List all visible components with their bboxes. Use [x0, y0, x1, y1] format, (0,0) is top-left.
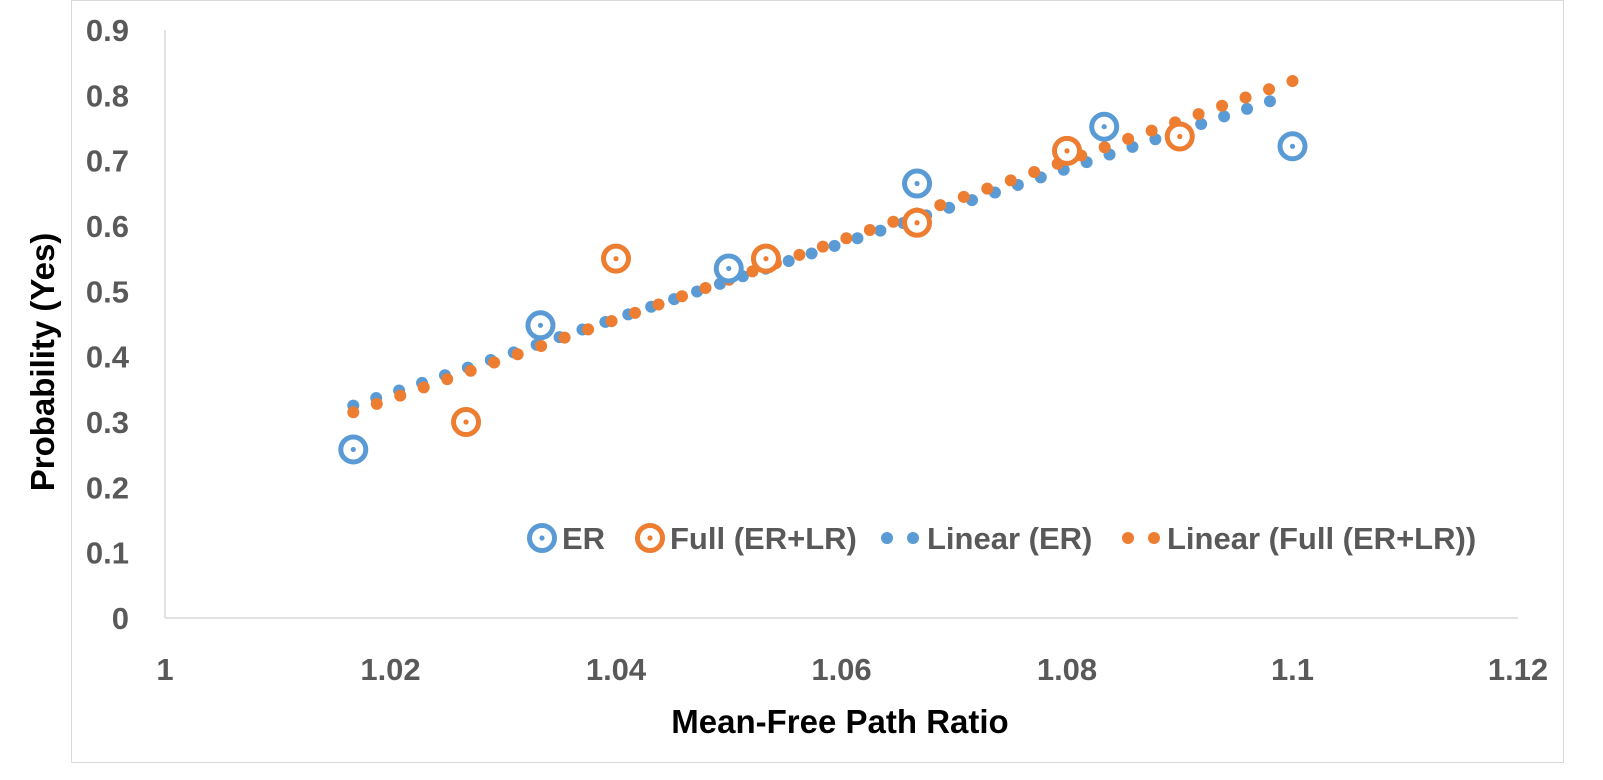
trendline-dot	[851, 232, 864, 245]
legend-marker	[1122, 532, 1160, 544]
x-tick-label: 1	[156, 652, 173, 687]
trendline-dot	[511, 348, 524, 361]
trendline-dot	[1263, 95, 1276, 108]
legend-label: ER	[562, 521, 605, 556]
ring-series	[451, 121, 1195, 437]
data-point	[713, 253, 744, 284]
data-point	[1089, 111, 1120, 142]
trendline-dot	[828, 239, 841, 252]
y-tick-label: 0.3	[86, 405, 129, 440]
y-tick-label: 0.6	[86, 209, 129, 244]
data-point	[1052, 135, 1082, 166]
trendline-dot	[981, 182, 994, 195]
trendline-dot	[488, 356, 501, 369]
y-tick-label: 0.7	[86, 144, 129, 179]
data-point	[451, 407, 482, 437]
x-tick-label: 1.04	[586, 652, 647, 687]
trendline-dot	[934, 199, 947, 212]
trendline-dot	[1122, 132, 1135, 145]
x-tick-label: 1.1	[1271, 652, 1314, 687]
trendline-dot	[1028, 166, 1041, 179]
trendline-dot	[1004, 174, 1017, 187]
trendline-dot	[887, 215, 900, 228]
trendline-dot	[652, 298, 665, 311]
y-tick-label: 0.8	[86, 78, 129, 113]
data-point	[1277, 131, 1308, 162]
x-tick-label: 1.02	[360, 652, 420, 687]
axes	[164, 30, 1518, 619]
trendline-dot	[605, 315, 618, 328]
chart-area	[71, 0, 1564, 763]
legend-marker	[635, 523, 665, 553]
trendline-dot	[370, 397, 383, 410]
legend-item: Linear (ER)	[881, 521, 1092, 556]
trendline-dot	[957, 190, 970, 203]
data-point	[750, 243, 781, 274]
data-point	[902, 168, 933, 199]
trendline-dot	[558, 331, 571, 344]
x-axis-title: Mean-Free Path Ratio	[671, 703, 1008, 740]
trendline-dot	[394, 389, 407, 402]
trendline-dot	[1216, 99, 1229, 112]
y-tick-label: 0.1	[86, 536, 129, 571]
y-axis-title: Probability (Yes)	[24, 233, 61, 492]
trendline-dot	[535, 339, 548, 352]
legend-label: Full (ER+LR)	[670, 521, 857, 556]
trendline-dot	[863, 224, 876, 237]
legend-item: Full (ER+LR)	[635, 521, 857, 556]
trendline-dot	[676, 290, 689, 303]
ring-series	[338, 111, 1308, 465]
data-point	[902, 207, 933, 238]
x-tick-labels: 1 1.02 1.04 1.06 1.08 1.1 1.12	[156, 652, 1548, 687]
x-tick-label: 1.06	[811, 652, 871, 687]
trendline-series	[347, 74, 1299, 419]
trendline-dot	[782, 255, 795, 268]
data-points	[338, 111, 1308, 465]
x-tick-label: 1.12	[1488, 652, 1548, 687]
trendline-dot	[417, 381, 430, 394]
trendline-series	[347, 95, 1276, 412]
legend-item: Linear (Full (ER+LR))	[1122, 521, 1476, 556]
data-point	[338, 434, 369, 465]
x-tick-label: 1.08	[1037, 652, 1097, 687]
y-tick-label: 0.5	[86, 274, 129, 309]
data-point	[1164, 121, 1195, 152]
trendline-dot	[805, 247, 818, 260]
trendline-dot	[840, 232, 853, 245]
trendlines	[347, 74, 1299, 419]
trendline-dot	[1286, 74, 1299, 87]
trendline-dot	[1192, 108, 1205, 121]
legend: ER Full (ER+LR) Linear (ER) Linear (Full (E…	[527, 521, 1476, 556]
legend-marker	[527, 523, 557, 553]
trendline-dot	[1241, 102, 1254, 115]
trendline-dot	[1098, 141, 1111, 154]
y-tick-label: 0.9	[86, 13, 129, 48]
trendline-dot	[441, 373, 454, 386]
y-tick-labels: 0 0.1 0.2 0.3 0.4 0.5 0.6 0.7 0.8 0.9	[86, 13, 130, 636]
trendline-dot	[1218, 110, 1231, 123]
trendline-dot	[1195, 118, 1208, 131]
data-point	[601, 243, 631, 274]
trendline-dot	[1239, 91, 1252, 104]
trendline-dot	[347, 406, 360, 419]
trendline-dot	[1263, 83, 1276, 96]
trendline-dot	[1145, 124, 1158, 137]
trendline-dot	[699, 281, 712, 294]
trendline-dot	[793, 248, 806, 261]
trendline-dot	[629, 306, 642, 319]
data-point	[525, 310, 556, 341]
trendline-dot	[582, 323, 595, 336]
y-tick-label: 0	[112, 601, 129, 636]
legend-item: ER	[527, 521, 605, 556]
trendline-dot	[816, 240, 829, 253]
y-tick-label: 0.4	[86, 340, 130, 375]
trendline-dot	[464, 364, 477, 377]
y-tick-label: 0.2	[86, 470, 129, 505]
legend-marker	[881, 532, 919, 544]
legend-label: Linear (ER)	[927, 521, 1092, 556]
trendline-dot	[874, 224, 887, 237]
legend-label: Linear (Full (ER+LR))	[1167, 521, 1476, 556]
